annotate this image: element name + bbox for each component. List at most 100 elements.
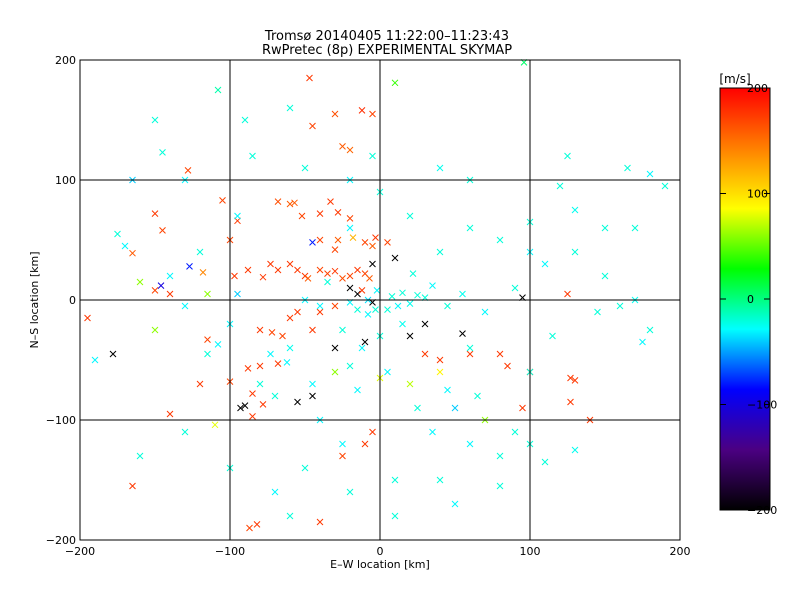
data-point-134: [267, 350, 274, 358]
data-point-48: [354, 266, 361, 274]
data-point-181: [136, 452, 144, 460]
data-point-5: [331, 110, 339, 118]
x-axis-label: E–W location [km]: [330, 558, 430, 571]
data-point-2: [391, 79, 399, 87]
data-point-119: [234, 290, 241, 298]
data-point-226: [358, 344, 366, 352]
data-point-199: [601, 272, 609, 280]
data-point-205: [406, 212, 414, 220]
data-point-43: [316, 266, 324, 274]
data-point-139: [388, 293, 396, 300]
data-point-140: [399, 289, 406, 297]
data-point-102: [421, 320, 429, 328]
data-point-161: [661, 182, 669, 190]
data-point-81: [369, 428, 376, 436]
data-point-147: [354, 306, 361, 313]
data-point-58: [372, 234, 379, 241]
data-point-214: [271, 392, 279, 400]
data-point-67: [249, 390, 256, 397]
data-point-38: [274, 266, 282, 274]
data-point-98: [294, 398, 301, 406]
data-point-189: [496, 482, 504, 490]
data-point-34: [231, 272, 238, 280]
data-point-177: [286, 104, 294, 112]
data-point-156: [594, 308, 601, 316]
data-point-126: [436, 368, 444, 376]
data-point-190: [286, 512, 294, 520]
data-point-197: [541, 260, 549, 268]
data-point-157: [616, 302, 624, 310]
data-point-171: [369, 152, 376, 160]
data-point-149: [496, 452, 504, 460]
data-point-69: [196, 380, 204, 388]
x-tick-label: 200: [670, 545, 691, 558]
data-point-135: [364, 311, 372, 318]
data-point-85: [256, 326, 264, 334]
data-point-224: [444, 302, 451, 310]
data-point-0: [214, 86, 222, 94]
data-point-94: [346, 284, 354, 292]
data-point-162: [624, 164, 631, 172]
data-point-9: [346, 146, 354, 154]
data-point-95: [361, 338, 369, 346]
data-point-121: [151, 326, 159, 334]
data-point-152: [436, 476, 444, 484]
data-point-65: [274, 360, 282, 367]
data-point-108: [466, 350, 474, 358]
data-point-25: [151, 210, 159, 217]
data-point-45: [331, 267, 339, 275]
data-point-114: [567, 398, 574, 406]
data-point-118: [204, 350, 211, 358]
data-point-208: [316, 302, 324, 310]
data-point-29: [151, 287, 159, 294]
data-point-122: [204, 290, 211, 298]
data-point-18: [316, 210, 324, 217]
data-point-188: [451, 500, 459, 508]
data-point-40: [294, 266, 301, 274]
data-point-3: [306, 74, 313, 82]
data-point-194: [466, 344, 474, 352]
data-point-27: [121, 242, 129, 250]
colorbar-tick-label: −100: [747, 399, 777, 412]
data-point-96: [331, 344, 339, 352]
grid-lines: [80, 60, 680, 540]
data-point-88: [286, 314, 294, 322]
data-point-151: [466, 440, 474, 448]
data-point-101: [406, 332, 414, 340]
data-point-53: [331, 246, 339, 253]
data-point-167: [631, 224, 639, 232]
data-point-141: [373, 287, 381, 294]
data-point-10: [159, 149, 166, 156]
data-point-71: [249, 413, 256, 420]
data-point-213: [166, 272, 174, 280]
data-point-178: [241, 116, 249, 124]
x-tick-label: −100: [215, 545, 245, 558]
data-point-193: [511, 428, 519, 436]
data-point-201: [436, 248, 444, 256]
data-point-138: [406, 300, 414, 307]
data-point-32: [186, 263, 193, 270]
data-point-215: [339, 440, 346, 448]
data-point-113: [571, 377, 579, 384]
data-point-164: [556, 182, 564, 190]
data-point-80: [361, 440, 369, 448]
data-point-24: [159, 227, 166, 234]
data-point-52: [316, 236, 324, 244]
data-point-74: [211, 421, 219, 429]
data-point-109: [496, 350, 504, 358]
data-point-8: [339, 143, 346, 150]
data-point-28: [129, 249, 136, 257]
data-point-179: [151, 116, 159, 124]
data-point-35: [244, 266, 252, 274]
data-point-159: [639, 338, 646, 346]
data-point-195: [481, 308, 489, 316]
data-point-59: [384, 239, 391, 246]
data-point-120: [136, 278, 144, 286]
data-point-4: [309, 122, 316, 130]
data-point-144: [414, 291, 421, 299]
y-tick-label: 100: [55, 174, 76, 187]
data-point-129: [429, 428, 436, 436]
data-point-77: [253, 521, 261, 528]
data-point-185: [301, 464, 309, 472]
data-point-203: [496, 236, 504, 244]
